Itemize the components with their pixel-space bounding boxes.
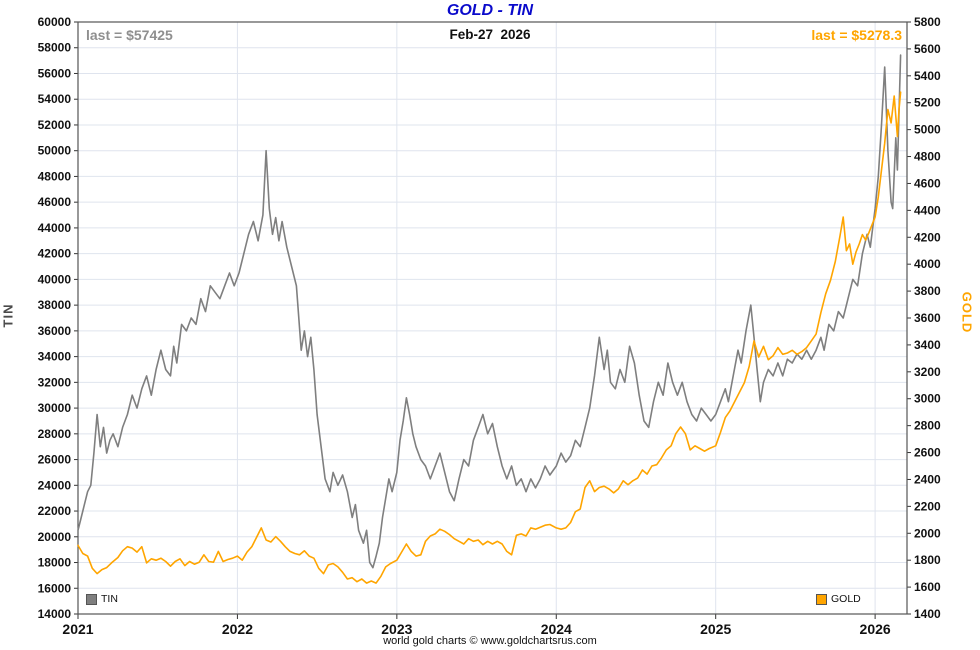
svg-text:2200: 2200 [914, 499, 941, 513]
svg-text:2000: 2000 [914, 526, 941, 540]
left-axis-title: TIN [0, 303, 16, 328]
svg-text:30000: 30000 [38, 401, 72, 415]
svg-text:2026: 2026 [860, 621, 891, 637]
tin-legend: TIN [86, 593, 118, 605]
svg-text:44000: 44000 [38, 221, 72, 235]
gold-last-value: last = $5278.3 [811, 27, 902, 43]
svg-text:5600: 5600 [914, 42, 941, 56]
svg-text:4200: 4200 [914, 230, 941, 244]
svg-text:20000: 20000 [38, 530, 72, 544]
svg-text:48000: 48000 [38, 169, 72, 183]
right-axis-title: GOLD [959, 291, 975, 334]
svg-text:36000: 36000 [38, 324, 72, 338]
svg-text:58000: 58000 [38, 41, 72, 55]
svg-text:4600: 4600 [914, 176, 941, 190]
svg-text:16000: 16000 [38, 581, 72, 595]
svg-text:56000: 56000 [38, 66, 72, 80]
svg-text:38000: 38000 [38, 298, 72, 312]
svg-text:3200: 3200 [914, 365, 941, 379]
svg-text:4800: 4800 [914, 150, 941, 164]
svg-text:54000: 54000 [38, 92, 72, 106]
svg-text:42000: 42000 [38, 247, 72, 261]
svg-text:5800: 5800 [914, 15, 941, 29]
gold-legend: GOLD [816, 593, 861, 605]
svg-text:2800: 2800 [914, 419, 941, 433]
svg-text:18000: 18000 [38, 556, 72, 570]
chart-title: GOLD - TIN [446, 2, 534, 19]
svg-text:5200: 5200 [914, 96, 941, 110]
svg-text:60000: 60000 [38, 15, 72, 29]
gold-legend-swatch [816, 593, 827, 605]
svg-text:4400: 4400 [914, 203, 941, 217]
svg-text:28000: 28000 [38, 427, 72, 441]
svg-text:2022: 2022 [222, 621, 253, 637]
date-label: Feb-27 2026 [449, 27, 531, 42]
svg-text:2025: 2025 [700, 621, 731, 637]
svg-text:4000: 4000 [914, 257, 941, 271]
svg-text:50000: 50000 [38, 144, 72, 158]
svg-text:52000: 52000 [38, 118, 72, 132]
svg-text:1400: 1400 [914, 607, 941, 621]
tin-last-value: last = $57425 [86, 27, 173, 43]
svg-text:3600: 3600 [914, 311, 941, 325]
svg-text:34000: 34000 [38, 350, 72, 364]
svg-text:2021: 2021 [62, 621, 93, 637]
svg-text:3800: 3800 [914, 284, 941, 298]
footer-credit: world gold charts © www.goldchartsrus.co… [383, 635, 597, 647]
svg-text:3400: 3400 [914, 338, 941, 352]
svg-text:14000: 14000 [38, 607, 72, 621]
gold-legend-label: GOLD [831, 593, 861, 605]
svg-text:1800: 1800 [914, 553, 941, 567]
svg-text:26000: 26000 [38, 453, 72, 467]
svg-text:2023: 2023 [381, 621, 412, 637]
svg-text:5000: 5000 [914, 123, 941, 137]
svg-text:2024: 2024 [541, 621, 572, 637]
svg-text:3000: 3000 [914, 392, 941, 406]
svg-text:24000: 24000 [38, 478, 72, 492]
svg-text:32000: 32000 [38, 375, 72, 389]
svg-text:2600: 2600 [914, 446, 941, 460]
svg-text:46000: 46000 [38, 195, 72, 209]
tin-legend-swatch [86, 593, 97, 605]
svg-text:5400: 5400 [914, 69, 941, 83]
svg-text:40000: 40000 [38, 272, 72, 286]
svg-text:1600: 1600 [914, 580, 941, 594]
svg-text:2400: 2400 [914, 472, 941, 486]
svg-text:22000: 22000 [38, 504, 72, 518]
tin-legend-label: TIN [101, 593, 118, 605]
